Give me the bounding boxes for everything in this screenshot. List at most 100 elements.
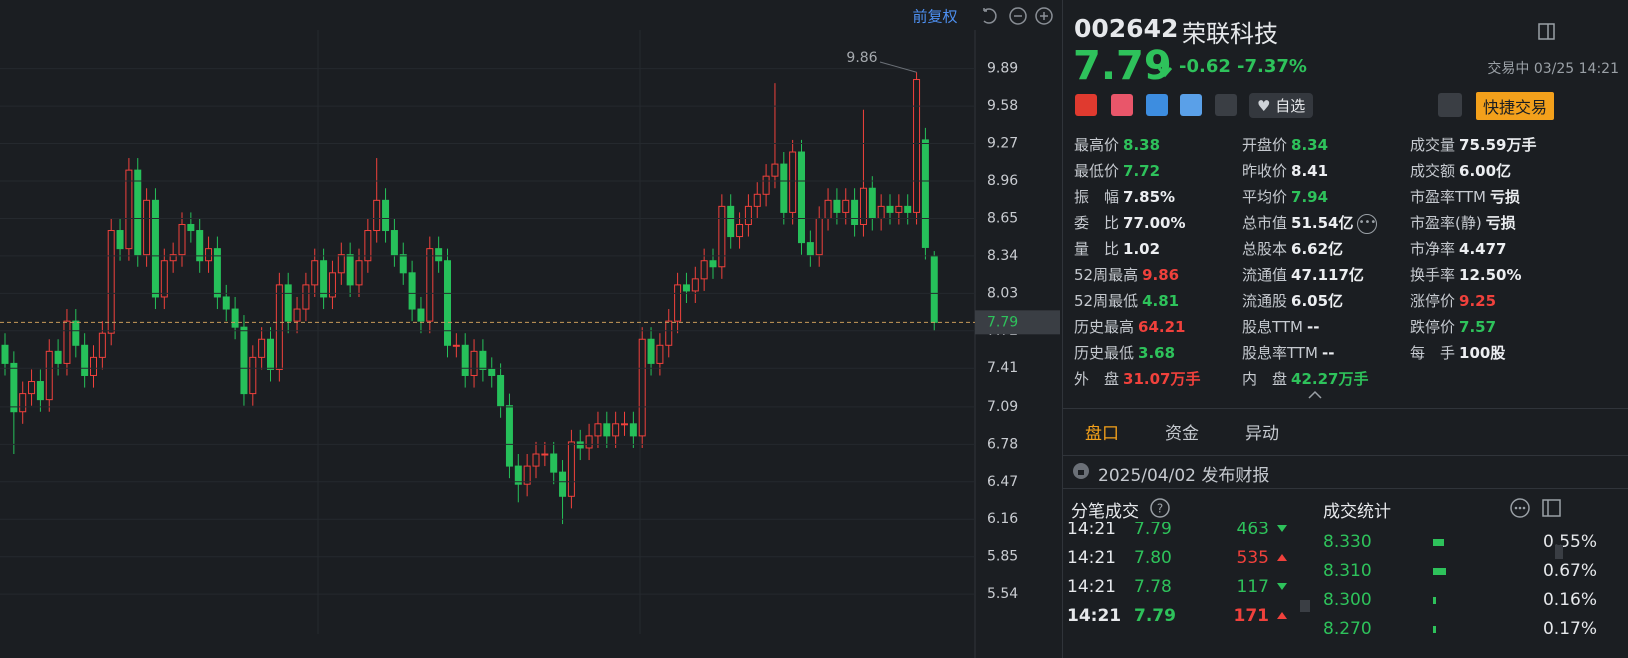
candle-body xyxy=(373,199,381,232)
flag-icon[interactable] xyxy=(1075,94,1097,116)
stat-value: 100股 xyxy=(1459,344,1506,362)
candle-body xyxy=(452,344,460,347)
candle-body xyxy=(196,230,204,262)
stat-item: 总股本 6.62亿 xyxy=(1242,238,1343,259)
candle-body xyxy=(435,248,443,262)
stat-label: 股息TTM xyxy=(1242,318,1304,336)
stat-item: 内 盘 42.27万手 xyxy=(1242,368,1368,389)
candle-body xyxy=(178,223,186,256)
share-bar xyxy=(1433,597,1437,604)
tab[interactable]: 异动 xyxy=(1245,424,1279,444)
collapse-icon[interactable] xyxy=(1307,390,1323,400)
candle-body xyxy=(72,320,80,346)
adjust-toggle[interactable]: 前复权 xyxy=(912,8,957,26)
candle-body xyxy=(833,199,841,213)
quick-trade-button[interactable]: 快捷交易 xyxy=(1476,92,1555,120)
tick-time: 14:21 xyxy=(1067,522,1116,539)
stat-item: 昨收价 8.41 xyxy=(1242,160,1328,181)
share-bar xyxy=(1433,539,1444,546)
stat-value: 51.54亿 xyxy=(1291,214,1354,232)
tag-icon[interactable] xyxy=(1180,94,1202,116)
stat-item: 涨停价 9.25 xyxy=(1410,290,1496,311)
share-bar xyxy=(1433,626,1437,633)
layout-icon[interactable] xyxy=(1537,22,1557,42)
tag-icon[interactable] xyxy=(1111,94,1133,116)
stat-item: 历史最低 3.68 xyxy=(1074,342,1175,363)
candle-body xyxy=(886,205,894,213)
candle-body xyxy=(116,230,124,250)
stat-price: 8.270 xyxy=(1323,619,1372,639)
candle-body xyxy=(621,423,628,426)
y-tick-label: 8.65 xyxy=(987,210,1018,226)
zoom-out-icon[interactable] xyxy=(1009,7,1027,25)
tick-volume: 171 xyxy=(1233,606,1270,626)
candle-body xyxy=(364,230,372,262)
volume-stats-title: 成交统计 xyxy=(1323,502,1391,522)
panel-icon[interactable] xyxy=(1541,497,1563,519)
zoom-in-icon[interactable] xyxy=(1035,7,1053,25)
candle-body xyxy=(213,248,221,298)
stat-label: 最高价 xyxy=(1074,136,1120,154)
candle-body xyxy=(514,465,522,485)
candle-body xyxy=(143,199,151,256)
candle-body xyxy=(612,423,620,437)
stat-value: 42.27万手 xyxy=(1291,370,1369,388)
stat-value: 47.117亿 xyxy=(1291,266,1364,284)
y-tick-label: 5.54 xyxy=(987,586,1018,602)
candle-body xyxy=(789,151,797,213)
divider xyxy=(1063,455,1628,456)
tick-volume: 535 xyxy=(1236,548,1269,568)
stat-label: 换手率 xyxy=(1410,266,1456,284)
candle-body xyxy=(904,205,912,213)
tab[interactable]: 资金 xyxy=(1165,424,1199,444)
stat-label: 量 比 xyxy=(1074,240,1120,258)
candle-body xyxy=(497,374,505,407)
stock-name: 荣联科技 xyxy=(1182,20,1278,48)
watch-label: 自选 xyxy=(1275,97,1306,115)
price-change: -0.62 xyxy=(1179,56,1231,77)
candle-body xyxy=(868,187,876,219)
stat-label: 平均价 xyxy=(1242,188,1288,206)
stat-item: 股息TTM -- xyxy=(1242,316,1319,337)
tick-direction xyxy=(1277,554,1287,561)
candle-body xyxy=(355,260,363,286)
stat-label: 历史最高 xyxy=(1074,318,1135,336)
tab[interactable]: 盘口 xyxy=(1085,424,1119,444)
scroll-thumb[interactable] xyxy=(1300,600,1310,612)
reset-icon[interactable] xyxy=(983,8,997,24)
stat-value: 9.86 xyxy=(1142,266,1180,284)
watch-button[interactable]: ♥ 自选 xyxy=(1249,93,1314,118)
stat-label: 市盈率(静) xyxy=(1410,214,1482,232)
help-icon[interactable]: ? xyxy=(1149,497,1171,519)
candle-body xyxy=(576,441,584,449)
candle-body xyxy=(523,465,531,485)
more-icon[interactable] xyxy=(1509,497,1531,519)
scroll-thumb[interactable] xyxy=(1555,545,1563,559)
note-icon[interactable] xyxy=(1215,94,1237,116)
y-tick-label: 7.09 xyxy=(987,399,1018,415)
stat-label: 总市值 xyxy=(1242,214,1288,232)
stat-label: 市净率 xyxy=(1410,240,1456,258)
stat-item: 历史最高 64.21 xyxy=(1074,316,1185,337)
stat-item: 成交量 75.59万手 xyxy=(1410,134,1536,155)
candle-body xyxy=(169,254,177,262)
tag-icon[interactable] xyxy=(1146,94,1168,116)
tick-price: 7.78 xyxy=(1134,577,1172,597)
stat-value: 8.38 xyxy=(1123,136,1161,154)
y-tick-label: 8.03 xyxy=(987,285,1018,301)
alert-icon[interactable] xyxy=(1438,93,1462,117)
candle-body xyxy=(1,344,9,364)
share-label: 0.16% xyxy=(1542,590,1597,610)
candle-body xyxy=(461,344,469,376)
candle-body xyxy=(842,199,850,213)
candle-body xyxy=(81,344,89,376)
more-button[interactable]: ••• xyxy=(1357,213,1378,234)
candle-body xyxy=(771,163,779,177)
stat-item: 量 比 1.02 xyxy=(1074,238,1160,259)
stat-item: 最低价 7.72 xyxy=(1074,160,1160,181)
stat-value: 7.94 xyxy=(1291,188,1329,206)
last-price-box xyxy=(975,310,1060,335)
stat-item: 外 盘 31.07万手 xyxy=(1074,368,1200,389)
candle-body xyxy=(479,350,487,370)
candle-body xyxy=(727,205,735,238)
